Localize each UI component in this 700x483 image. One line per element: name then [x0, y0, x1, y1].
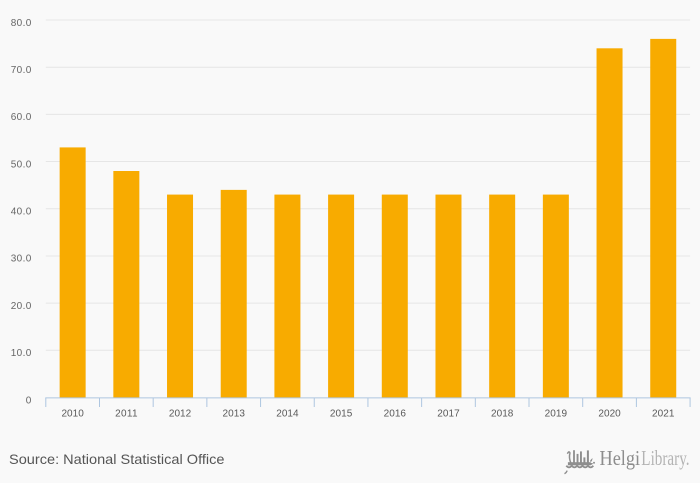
svg-text:80.0: 80.0	[11, 18, 32, 29]
svg-text:2018: 2018	[491, 408, 514, 419]
svg-text:30.0: 30.0	[11, 254, 32, 265]
svg-text:2019: 2019	[545, 408, 568, 419]
svg-text:2017: 2017	[437, 408, 460, 419]
svg-text:50.0: 50.0	[11, 159, 32, 170]
svg-text:Source: National Statistical O: Source: National Statistical Office	[9, 451, 225, 467]
svg-text:2021: 2021	[652, 408, 675, 419]
svg-text:70.0: 70.0	[11, 65, 32, 76]
svg-text:2010: 2010	[61, 408, 84, 419]
svg-text:2013: 2013	[223, 408, 246, 419]
svg-text:0: 0	[26, 395, 32, 406]
svg-text:2016: 2016	[384, 408, 407, 419]
svg-text:10.0: 10.0	[11, 348, 32, 359]
svg-text:60.0: 60.0	[11, 112, 32, 123]
svg-text:Library.: Library.	[641, 448, 689, 470]
svg-text:2014: 2014	[276, 408, 299, 419]
svg-text:2015: 2015	[330, 408, 353, 419]
svg-text:40.0: 40.0	[11, 207, 32, 218]
svg-text:20.0: 20.0	[11, 301, 32, 312]
svg-text:2020: 2020	[598, 408, 621, 419]
svg-text:Helgi: Helgi	[600, 448, 641, 470]
svg-text:2012: 2012	[169, 408, 192, 419]
svg-text:2011: 2011	[115, 408, 138, 419]
